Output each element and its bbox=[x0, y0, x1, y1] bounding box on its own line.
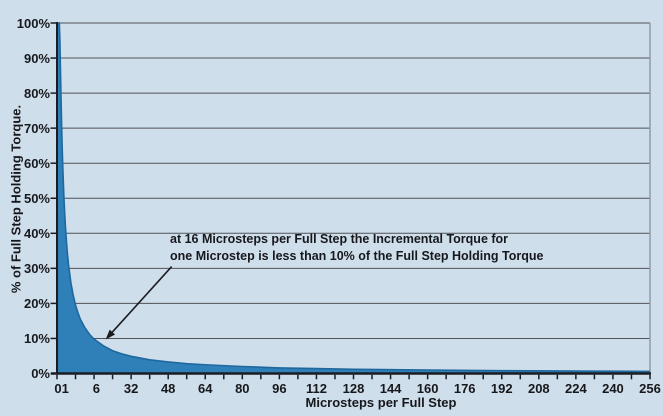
x-tick-label: 256 bbox=[639, 380, 661, 396]
y-tick-label: 0% bbox=[31, 366, 50, 381]
y-tick-label: 50% bbox=[23, 190, 50, 206]
y-tick-label: 70% bbox=[23, 120, 50, 136]
annotation-line-1: at 16 Microsteps per Full Step the Incre… bbox=[170, 232, 509, 246]
torque-curve bbox=[57, 22, 651, 373]
y-tick-label: 40% bbox=[23, 225, 50, 241]
x-tick-label: 112 bbox=[305, 380, 327, 396]
x-tick-label: 160 bbox=[416, 380, 439, 396]
x-tick-label: 192 bbox=[490, 380, 513, 396]
y-tick-label: 90% bbox=[23, 50, 50, 66]
y-tick-label: 60% bbox=[23, 155, 50, 171]
y-tick-label: 30% bbox=[23, 260, 50, 276]
annotation-arrow-line bbox=[111, 266, 173, 333]
x-tick-label: 128 bbox=[342, 380, 365, 396]
x-tick-label: 224 bbox=[565, 380, 587, 396]
x-tick-label: 80 bbox=[235, 380, 250, 396]
x-tick-label: 01 bbox=[54, 380, 69, 396]
x-axis-title: Microsteps per Full Step bbox=[305, 395, 457, 410]
x-tick-label: 32 bbox=[123, 380, 139, 396]
x-tick-label: 208 bbox=[527, 380, 550, 396]
x-tick-label: 176 bbox=[453, 380, 476, 396]
y-tick-label: 10% bbox=[23, 330, 50, 346]
y-tick-label: 100% bbox=[16, 15, 50, 31]
x-tick-label: 48 bbox=[160, 380, 176, 396]
x-tick-label: 64 bbox=[198, 380, 213, 396]
annotation: at 16 Microsteps per Full Step the Incre… bbox=[170, 231, 543, 265]
x-tick-label: 240 bbox=[602, 380, 624, 396]
y-tick-label: 20% bbox=[23, 295, 50, 311]
x-tick-label: 96 bbox=[272, 380, 287, 396]
x-tick-label: 144 bbox=[379, 380, 402, 396]
y-tick-label: 80% bbox=[23, 85, 50, 101]
annotation-line-2: one Microstep is less than 10% of the Fu… bbox=[170, 249, 544, 263]
x-tick-label: 6 bbox=[92, 380, 100, 396]
annotation-arrowhead bbox=[105, 329, 116, 340]
